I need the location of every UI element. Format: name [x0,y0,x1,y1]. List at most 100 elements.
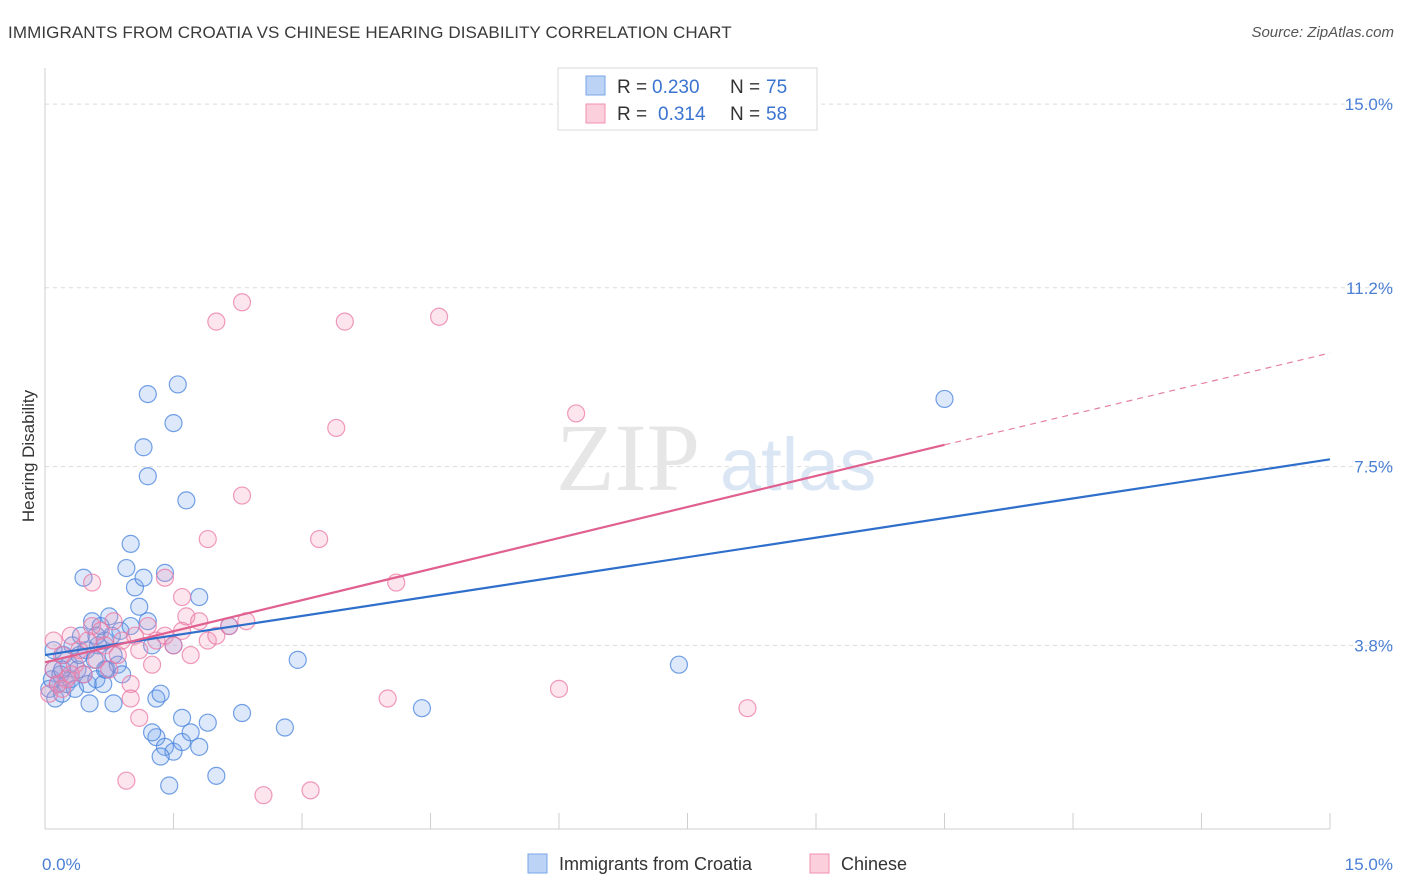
series-legend-swatch-chinese [809,853,830,874]
y-tick-labels: 3.8% 7.5% 11.2% 15.0% [1345,95,1393,655]
chinese-point-18 [121,674,140,694]
stats-legend: R = 0.230 N = 75 R = 0.314 N = 58 [557,67,818,131]
croatia-point-58 [232,703,252,723]
croatia-point-47 [177,491,196,510]
y-tick-label-0: 3.8% [1354,636,1393,655]
chinese-point-50 [254,786,273,805]
croatia-point-73 [412,699,432,718]
legend-r-value-croatia: 0.230 [652,77,700,98]
chinese-point-47 [121,689,140,708]
legend-swatch-chinese [585,103,606,124]
chinese-point-57 [61,665,80,684]
watermark-zip: ZIP [556,404,700,511]
croatia-points [40,375,954,795]
croatia-point-53 [104,694,123,713]
chinese-point-35 [155,568,175,587]
chinese-point-14 [100,660,119,679]
croatia-point-34 [117,558,136,578]
croatia-point-75 [935,389,954,409]
chinese-point-20 [130,641,149,660]
croatia-point-65 [142,723,162,742]
croatia-point-37 [130,597,149,616]
croatia-point-71 [288,650,307,669]
chinese-point-8 [74,665,93,684]
croatia-point-38 [134,568,153,587]
chinese-point-44 [567,404,586,423]
y-tick-label-3: 15.0% [1345,95,1393,114]
y-axis-label: Hearing Disability [19,389,38,522]
chinese-point-16 [108,645,127,665]
chinese-points [40,293,757,805]
chinese-point-54 [738,699,757,718]
chinese-point-37 [232,486,252,505]
chinese-point-55 [44,631,63,650]
chinese-point-22 [142,655,162,674]
chinese-point-42 [429,307,449,326]
trend-line-chinese-extension [944,352,1331,446]
legend-swatch-croatia [585,75,606,96]
legend-r-label-croatia: R = [617,77,647,98]
legend-r-label-chinese: R = [617,104,647,125]
x-tick-label-1: 15.0% [1345,855,1393,874]
chinese-point-34 [172,587,192,607]
croatia-point-48 [190,587,209,607]
croatia-point-63 [181,723,200,742]
chinese-point-43 [327,418,346,438]
x-tick-label-0: 0.0% [42,855,81,874]
legend-n-value-chinese: 58 [766,104,787,125]
chinese-point-56 [53,679,72,698]
chinese-point-15 [104,612,123,631]
x-tick-labels: 0.0% 15.0% [42,855,1393,874]
chinese-point-40 [207,312,226,331]
chinese-point-38 [83,573,102,592]
chinese-point-25 [164,636,183,655]
croatia-point-19 [80,694,99,713]
series-legend-swatch-croatia [527,853,548,874]
chart-source: Source: ZipAtlas.com [1251,24,1394,41]
croatia-point-44 [138,384,157,404]
trend-line-croatia [44,458,1331,657]
chinese-point-31 [207,626,226,645]
legend-r-value-chinese: 0.314 [658,104,706,125]
croatia-point-56 [172,708,192,727]
chinese-point-39 [232,293,252,312]
series-legend-croatia: Immigrants from Croatia [559,854,753,874]
watermark: ZIP atlas [556,404,876,511]
croatia-point-74 [669,655,689,674]
croatia-point-60 [155,737,175,756]
croatia-point-42 [134,438,153,457]
chinese-point-53 [549,679,569,698]
chinese-point-28 [181,645,200,665]
chinese-point-49 [117,771,136,790]
croatia-point-45 [164,413,183,433]
y-tick-label-2: 11.2% [1346,279,1393,298]
chinese-point-5 [61,626,80,645]
legend-n-label-chinese: N = [730,104,760,125]
chinese-point-21 [138,616,157,636]
trend-line-chinese [44,443,945,664]
chinese-point-30 [198,631,217,650]
croatia-point-49 [155,563,175,582]
croatia-point-67 [160,776,179,795]
chinese-point-45 [310,529,329,549]
axes [44,68,1331,830]
croatia-point-18 [78,674,97,694]
chinese-point-11 [87,650,106,669]
croatia-point-43 [138,467,157,486]
legend-n-value-croatia: 75 [766,77,787,98]
gridlines [45,103,1395,646]
chinese-point-41 [335,312,354,331]
chinese-point-52 [378,689,397,708]
y-tick-label-1: 7.5% [1354,458,1393,477]
croatia-point-64 [190,737,209,756]
series-legend: Immigrants from Croatia Chinese [527,853,907,874]
croatia-point-39 [138,612,157,631]
croatia-point-46 [168,375,187,394]
chinese-point-48 [130,708,149,727]
chinese-point-10 [83,616,102,636]
croatia-point-72 [275,718,294,737]
chinese-point-51 [301,781,320,800]
croatia-point-68 [207,766,226,785]
croatia-point-66 [151,747,170,766]
